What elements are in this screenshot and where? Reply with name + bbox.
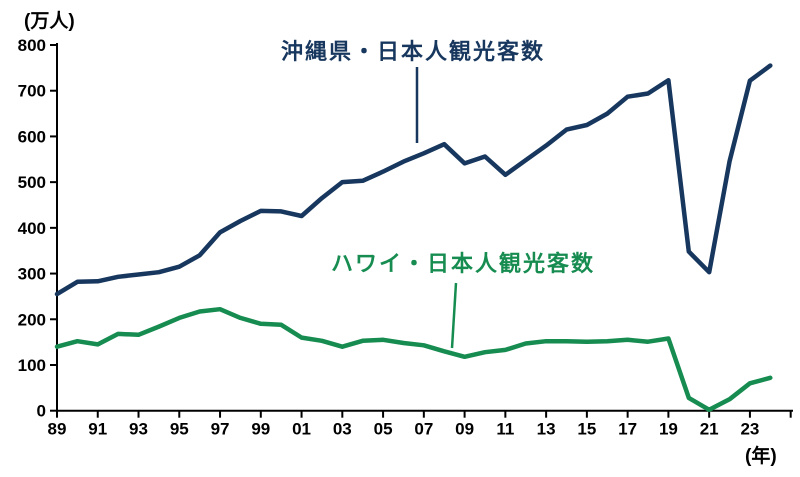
x-tick-label: 17 xyxy=(618,420,637,439)
y-tick-label: 800 xyxy=(18,36,46,55)
okinawa-series-label: 沖縄県・日本人観光客数 xyxy=(281,39,546,64)
x-tick-label: 95 xyxy=(170,420,189,439)
x-tick-label: 07 xyxy=(414,420,433,439)
y-tick-label: 0 xyxy=(37,402,46,421)
hawaii-series-label: ハワイ・日本人観光客数 xyxy=(331,251,596,276)
x-tick-label: 13 xyxy=(537,420,556,439)
x-tick-label: 89 xyxy=(48,420,67,439)
hawaii-series-line xyxy=(54,306,773,413)
hawaii-label-pointer xyxy=(450,282,458,349)
y-tick-label: 300 xyxy=(18,265,46,284)
y-tick-label: 500 xyxy=(18,173,46,192)
y-tick-label: 700 xyxy=(18,82,46,101)
y-tick-label: 100 xyxy=(18,356,46,375)
x-axis-unit-label: (年) xyxy=(745,446,777,467)
x-tick-label: 15 xyxy=(577,420,596,439)
x-tick-label: 91 xyxy=(88,420,107,439)
x-tick-label: 03 xyxy=(333,420,352,439)
y-tick-label: 400 xyxy=(18,219,46,238)
x-tick-label: 05 xyxy=(374,420,393,439)
x-tick-label: 21 xyxy=(700,420,719,439)
x-tick-label: 09 xyxy=(455,420,474,439)
x-tick-label: 97 xyxy=(211,420,230,439)
okinawa-series-line xyxy=(54,63,773,297)
x-tick-label: 11 xyxy=(496,420,514,439)
x-tick-label: 93 xyxy=(129,420,148,439)
y-tick-label: 600 xyxy=(18,127,46,146)
x-tick-label: 99 xyxy=(251,420,270,439)
x-tick-label: 23 xyxy=(740,420,759,439)
x-tick-label: 01 xyxy=(292,420,311,439)
y-axis-unit-label: (万人) xyxy=(24,11,75,32)
x-tick-label: 19 xyxy=(659,420,678,439)
y-tick-label: 200 xyxy=(18,310,46,329)
